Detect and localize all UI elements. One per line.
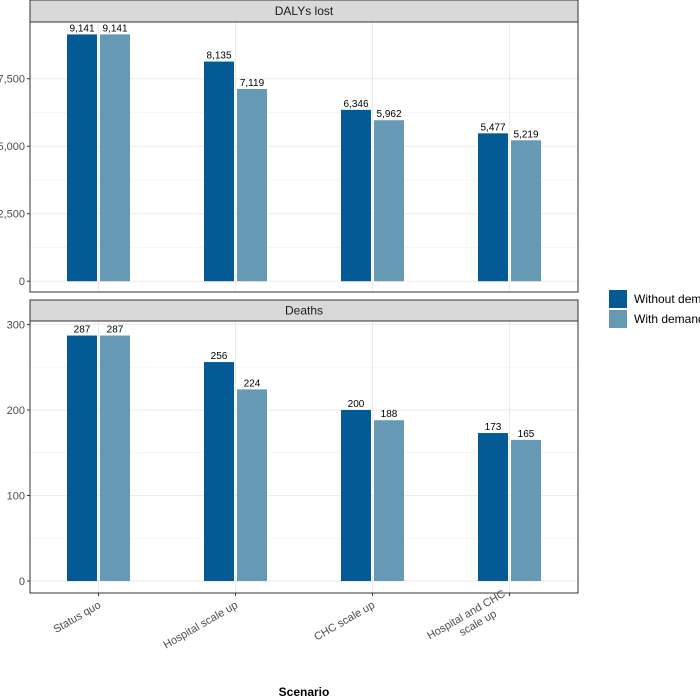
data-label: 173 xyxy=(485,422,502,433)
data-label: 7,119 xyxy=(240,78,265,89)
y-tick-label: 2,500 xyxy=(0,209,25,221)
legend-key-1 xyxy=(609,310,627,328)
data-label: 5,219 xyxy=(513,129,538,140)
x-tick-label-line: Status quo xyxy=(51,599,103,636)
y-tick-label: 7,500 xyxy=(0,74,25,86)
bar-without-demand xyxy=(204,61,234,282)
bar-with-demand xyxy=(100,335,130,582)
bar-without-demand xyxy=(478,433,508,582)
panel-title-0: DALYs lost xyxy=(275,4,334,18)
y-tick-label: 0 xyxy=(19,576,25,588)
panel-border-0 xyxy=(29,21,579,293)
x-tick-label: CHC scale up xyxy=(312,599,377,643)
data-label: 9,141 xyxy=(102,23,127,34)
data-label: 8,135 xyxy=(206,51,231,62)
y-tick-label: 200 xyxy=(7,405,25,417)
data-label: 165 xyxy=(518,429,535,440)
x-tick-label: Status quo xyxy=(51,599,103,636)
y-tick-label: 100 xyxy=(7,490,25,502)
bar-with-demand xyxy=(511,439,541,582)
data-label: 256 xyxy=(211,351,228,362)
data-label: 5,477 xyxy=(480,122,505,133)
bar-without-demand xyxy=(204,362,234,582)
panel-title-1: Deaths xyxy=(285,304,323,318)
bar-without-demand xyxy=(341,109,371,282)
bar-with-demand xyxy=(374,420,404,582)
data-label: 5,962 xyxy=(376,109,401,120)
y-tick-label: 0 xyxy=(19,276,25,288)
bar-with-demand xyxy=(100,34,130,282)
data-label: 224 xyxy=(244,378,261,389)
bar-with-demand xyxy=(237,88,267,282)
legend-label-1: With demand xyxy=(634,312,700,326)
bar-without-demand xyxy=(341,409,371,582)
x-tick-label-line: Hospital scale up xyxy=(161,599,240,651)
x-tick-label: Hospital and CHCscale up xyxy=(425,588,514,654)
bar-with-demand xyxy=(374,120,404,282)
x-tick-label-line: CHC scale up xyxy=(312,599,377,643)
data-label: 6,346 xyxy=(343,99,368,110)
legend-label-0: Without demand xyxy=(634,292,700,306)
data-label: 200 xyxy=(348,399,365,410)
panel-border-1 xyxy=(29,320,579,594)
bar-without-demand xyxy=(478,133,508,282)
data-label: 9,141 xyxy=(69,23,94,34)
bar-without-demand xyxy=(67,335,97,582)
bar-with-demand xyxy=(511,140,541,282)
data-label: 287 xyxy=(107,325,124,336)
legend-key-0 xyxy=(609,290,627,308)
data-label: 188 xyxy=(381,409,398,420)
bar-with-demand xyxy=(237,389,267,582)
x-axis-title: Scenario xyxy=(279,685,330,699)
bar-without-demand xyxy=(67,34,97,282)
y-tick-label: 5,000 xyxy=(0,141,25,153)
x-tick-label: Hospital scale up xyxy=(161,599,240,651)
y-tick-label: 300 xyxy=(7,319,25,331)
data-label: 287 xyxy=(74,325,91,336)
